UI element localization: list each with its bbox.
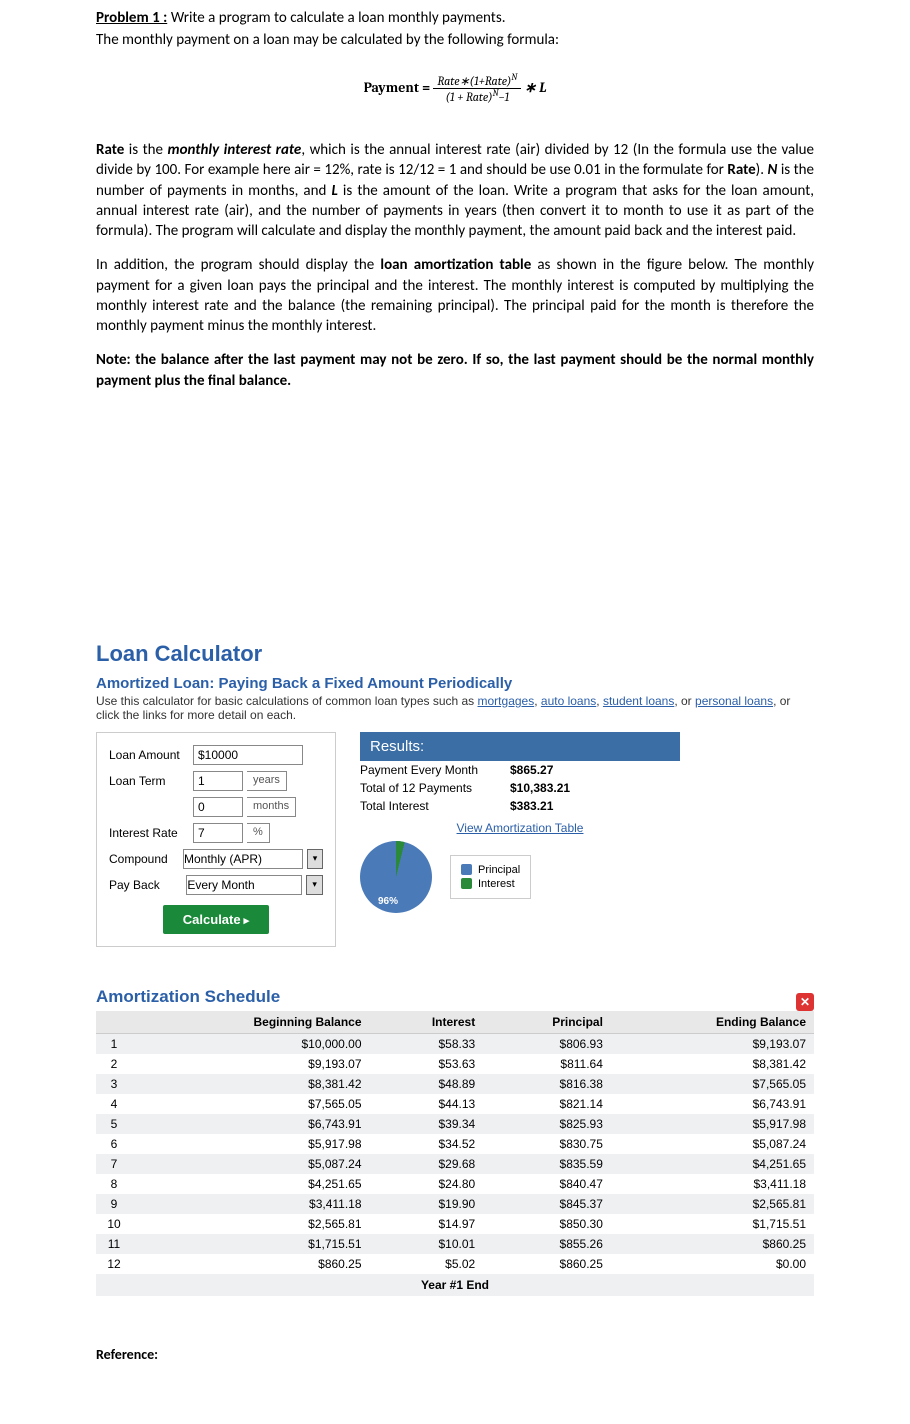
payment-value: $865.27 bbox=[510, 763, 553, 777]
view-amortization-link[interactable]: View Amortization Table bbox=[360, 821, 680, 835]
compound-select[interactable] bbox=[183, 849, 303, 869]
personal-loans-link[interactable]: personal loans bbox=[695, 694, 773, 708]
results-heading: Results: bbox=[360, 732, 680, 761]
calculator-heading: Loan Calculator bbox=[96, 641, 814, 667]
table-row: 1$10,000.00$58.33$806.93$9,193.07 bbox=[96, 1033, 814, 1054]
principal-label: Principal bbox=[478, 864, 520, 876]
loan-amount-label: Loan Amount bbox=[109, 748, 189, 762]
amortization-table: Beginning BalanceInterestPrincipalEnding… bbox=[96, 1011, 814, 1296]
chevron-down-icon[interactable]: ▾ bbox=[306, 875, 323, 895]
problem-label: Problem 1 : bbox=[96, 9, 167, 27]
chevron-down-icon[interactable]: ▾ bbox=[307, 849, 323, 869]
auto-loans-link[interactable]: auto loans bbox=[541, 694, 596, 708]
table-row: 4$7,565.05$44.13$821.14$6,743.91 bbox=[96, 1094, 814, 1114]
table-header: Ending Balance bbox=[611, 1011, 814, 1034]
table-header bbox=[96, 1011, 132, 1034]
table-header: Beginning Balance bbox=[132, 1011, 370, 1034]
amortization-heading: Amortization Schedule bbox=[96, 987, 814, 1007]
rate-unit: % bbox=[247, 823, 270, 843]
principal-swatch bbox=[461, 864, 472, 875]
calculator-desc: Use this calculator for basic calculatio… bbox=[96, 694, 814, 722]
close-icon[interactable]: ✕ bbox=[796, 993, 814, 1011]
table-row: 6$5,917.98$34.52$830.75$5,087.24 bbox=[96, 1134, 814, 1154]
formula-desc: The monthly payment on a loan may be cal… bbox=[96, 31, 814, 49]
interest-rate-input[interactable] bbox=[193, 823, 243, 843]
denominator: (1 + Rate) bbox=[445, 90, 492, 104]
formula: Payment = Rate∗(1+Rate)N (1 + Rate)N−1 ∗… bbox=[96, 73, 814, 104]
loan-form: Loan Amount Loan Term years months Inter… bbox=[96, 732, 336, 947]
table-header: Principal bbox=[483, 1011, 611, 1034]
pie-percent: 96% bbox=[378, 896, 398, 907]
payback-select[interactable] bbox=[186, 875, 302, 895]
problem-prompt: Write a program to calculate a loan mont… bbox=[171, 9, 506, 27]
months-unit: months bbox=[247, 797, 296, 817]
interest-swatch bbox=[461, 878, 472, 889]
total-value: $10,383.21 bbox=[510, 781, 570, 795]
paragraph-2: In addition, the program should display … bbox=[96, 255, 814, 336]
payment-label: Payment Every Month bbox=[360, 763, 510, 777]
table-row: 2$9,193.07$53.63$811.64$8,381.42 bbox=[96, 1054, 814, 1074]
numerator: Rate∗(1+Rate) bbox=[437, 74, 511, 88]
payback-label: Pay Back bbox=[109, 878, 182, 892]
calculate-button[interactable]: Calculate bbox=[163, 905, 269, 934]
table-header: Interest bbox=[370, 1011, 484, 1034]
table-row: 10$2,565.81$14.97$850.30$1,715.51 bbox=[96, 1214, 814, 1234]
years-input[interactable] bbox=[193, 771, 243, 791]
reference-label: Reference: bbox=[96, 1346, 814, 1363]
interest-label: Total Interest bbox=[360, 799, 510, 813]
pie-chart: 96% bbox=[360, 841, 432, 913]
table-row: 7$5,087.24$29.68$835.59$4,251.65 bbox=[96, 1154, 814, 1174]
compound-label: Compound bbox=[109, 852, 179, 866]
interest-value: $383.21 bbox=[510, 799, 553, 813]
table-row: 12$860.25$5.02$860.25$0.00 bbox=[96, 1254, 814, 1274]
note: Note: the balance after the last payment… bbox=[96, 350, 814, 391]
interest-rate-label: Interest Rate bbox=[109, 826, 189, 840]
loan-amount-input[interactable] bbox=[193, 745, 303, 765]
den-tail: −1 bbox=[498, 90, 509, 104]
table-row: 9$3,411.18$19.90$845.37$2,565.81 bbox=[96, 1194, 814, 1214]
years-unit: years bbox=[247, 771, 287, 791]
num-exp: N bbox=[511, 73, 517, 83]
mortgages-link[interactable]: mortgages bbox=[478, 694, 535, 708]
results-panel: Results: Payment Every Month$865.27 Tota… bbox=[360, 732, 680, 913]
student-loans-link[interactable]: student loans bbox=[603, 694, 674, 708]
interest-leg-label: Interest bbox=[478, 878, 515, 890]
paragraph-1: Rate is the monthly interest rate, which… bbox=[96, 140, 814, 241]
loan-term-label: Loan Term bbox=[109, 774, 189, 788]
year-end-row: Year #1 End bbox=[96, 1274, 814, 1296]
months-input[interactable] bbox=[193, 797, 243, 817]
table-row: 8$4,251.65$24.80$840.47$3,411.18 bbox=[96, 1174, 814, 1194]
total-label: Total of 12 Payments bbox=[360, 781, 510, 795]
table-row: 11$1,715.51$10.01$855.26$860.25 bbox=[96, 1234, 814, 1254]
pie-legend: Principal Interest bbox=[450, 855, 531, 899]
times-l: ∗ L bbox=[524, 79, 546, 96]
table-row: 5$6,743.91$39.34$825.93$5,917.98 bbox=[96, 1114, 814, 1134]
table-row: 3$8,381.42$48.89$816.38$7,565.05 bbox=[96, 1074, 814, 1094]
payment-label: Payment = bbox=[364, 79, 434, 96]
calculator-subheading: Amortized Loan: Paying Back a Fixed Amou… bbox=[96, 675, 814, 692]
